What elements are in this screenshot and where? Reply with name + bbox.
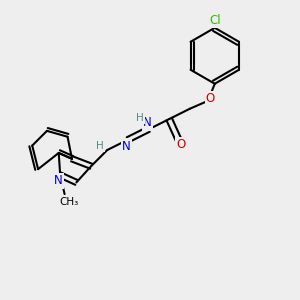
Text: H: H: [136, 112, 144, 123]
Text: N: N: [54, 174, 63, 188]
Text: O: O: [206, 92, 215, 105]
Text: N: N: [122, 140, 131, 153]
Text: CH₃: CH₃: [59, 196, 79, 206]
Text: O: O: [176, 138, 185, 151]
Text: Cl: Cl: [209, 14, 220, 27]
Text: N: N: [143, 116, 152, 129]
Text: H: H: [96, 141, 104, 151]
